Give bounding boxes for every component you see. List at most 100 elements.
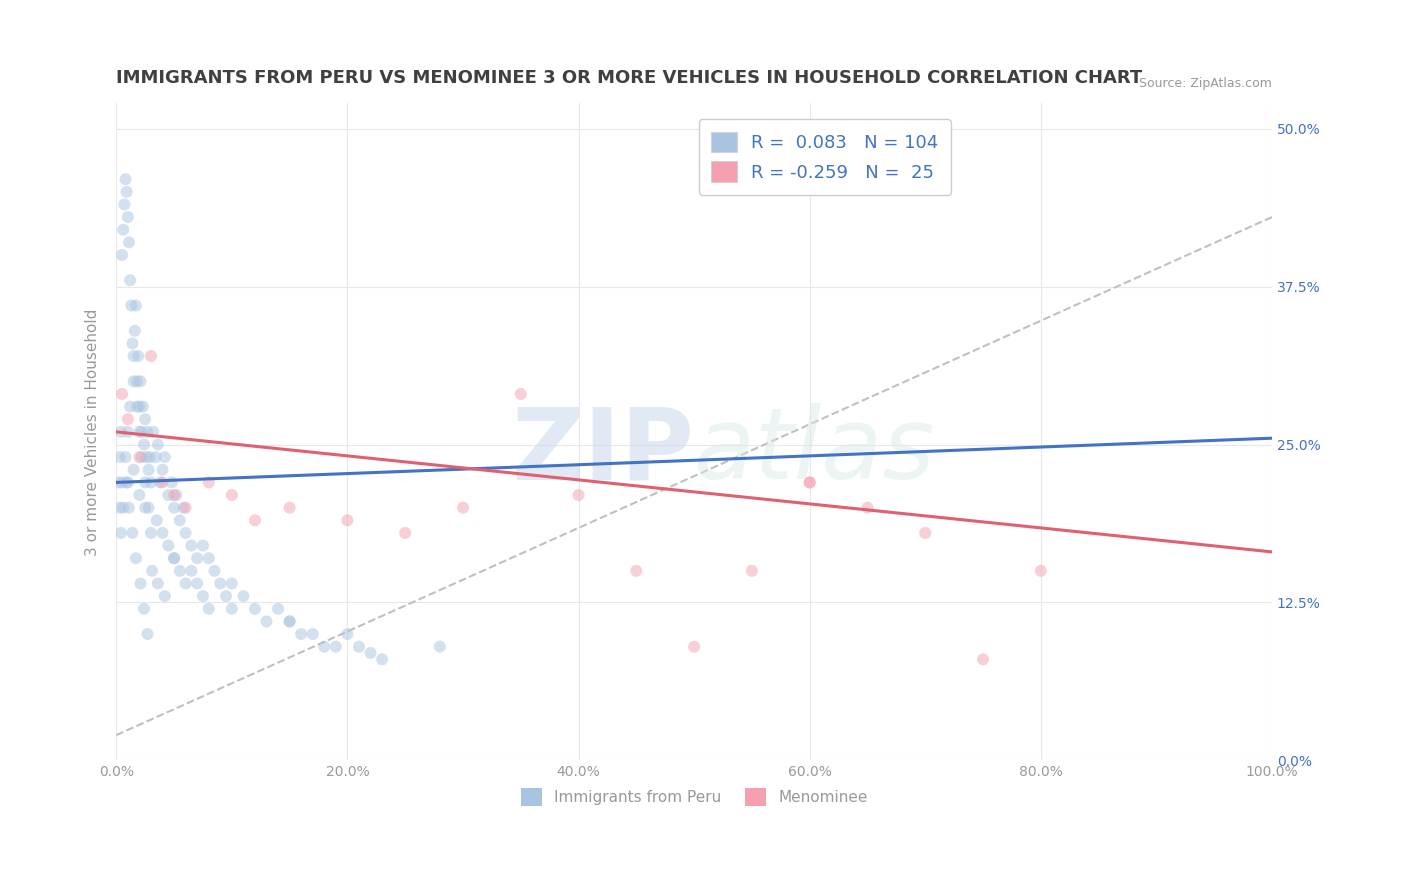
Point <box>112 223 135 237</box>
Point <box>125 551 148 566</box>
Point <box>278 500 301 515</box>
Point <box>132 437 155 451</box>
Point <box>163 500 186 515</box>
Point <box>256 615 278 629</box>
Point <box>186 551 208 566</box>
Point <box>243 601 266 615</box>
Point <box>169 513 191 527</box>
Point <box>125 374 148 388</box>
Point <box>163 488 186 502</box>
Point <box>111 387 134 401</box>
Point <box>121 336 143 351</box>
Point <box>914 525 936 540</box>
Point <box>118 235 141 250</box>
Point <box>799 475 821 490</box>
Point <box>136 425 159 439</box>
Point <box>128 400 150 414</box>
Point <box>174 576 197 591</box>
Point <box>172 500 194 515</box>
Point <box>108 450 131 464</box>
Point <box>325 640 347 654</box>
Point <box>371 652 394 666</box>
Point <box>128 488 150 502</box>
Point <box>132 400 155 414</box>
Point <box>120 273 142 287</box>
Point <box>174 525 197 540</box>
Point <box>336 627 359 641</box>
Point <box>118 500 141 515</box>
Point <box>972 652 994 666</box>
Point <box>152 463 174 477</box>
Point <box>134 412 156 426</box>
Point <box>301 627 323 641</box>
Point <box>683 640 706 654</box>
Point <box>112 197 135 211</box>
Point <box>215 589 238 603</box>
Point <box>108 500 131 515</box>
Point <box>127 349 149 363</box>
Point <box>394 525 416 540</box>
Point <box>165 488 187 502</box>
Point <box>429 640 451 654</box>
Point <box>131 450 153 464</box>
Text: atlas: atlas <box>695 403 936 500</box>
Point <box>163 551 186 566</box>
Y-axis label: 3 or more Vehicles in Household: 3 or more Vehicles in Household <box>86 308 100 556</box>
Point <box>221 601 243 615</box>
Point <box>135 450 157 464</box>
Point <box>132 601 155 615</box>
Point <box>125 299 148 313</box>
Point <box>134 500 156 515</box>
Point <box>111 248 134 262</box>
Point <box>149 475 172 490</box>
Point <box>567 488 589 502</box>
Point <box>153 450 176 464</box>
Point <box>232 589 254 603</box>
Point <box>122 463 145 477</box>
Point <box>221 576 243 591</box>
Point <box>174 500 197 515</box>
Point <box>197 601 219 615</box>
Point <box>360 646 382 660</box>
Point <box>451 500 474 515</box>
Point <box>314 640 336 654</box>
Point <box>204 564 226 578</box>
Point <box>347 640 370 654</box>
Point <box>120 299 142 313</box>
Point <box>221 488 243 502</box>
Point <box>146 576 169 591</box>
Text: Source: ZipAtlas.com: Source: ZipAtlas.com <box>1139 78 1272 90</box>
Point <box>186 576 208 591</box>
Point <box>152 475 174 490</box>
Point <box>180 564 202 578</box>
Point <box>139 349 162 363</box>
Point <box>117 210 139 224</box>
Point <box>741 564 763 578</box>
Point <box>125 400 148 414</box>
Point <box>124 324 146 338</box>
Point <box>129 374 152 388</box>
Point <box>336 513 359 527</box>
Point <box>209 576 232 591</box>
Point <box>856 500 879 515</box>
Point <box>157 488 180 502</box>
Point <box>115 475 138 490</box>
Point <box>191 589 214 603</box>
Point <box>121 525 143 540</box>
Point <box>139 450 162 464</box>
Point <box>160 475 183 490</box>
Point <box>169 564 191 578</box>
Point <box>142 425 165 439</box>
Point <box>509 387 531 401</box>
Point <box>145 513 167 527</box>
Point <box>152 525 174 540</box>
Point <box>111 475 134 490</box>
Point <box>1029 564 1052 578</box>
Point <box>110 425 132 439</box>
Point <box>278 615 301 629</box>
Point <box>180 539 202 553</box>
Point <box>141 564 163 578</box>
Point <box>799 475 821 490</box>
Point <box>139 525 162 540</box>
Point <box>117 412 139 426</box>
